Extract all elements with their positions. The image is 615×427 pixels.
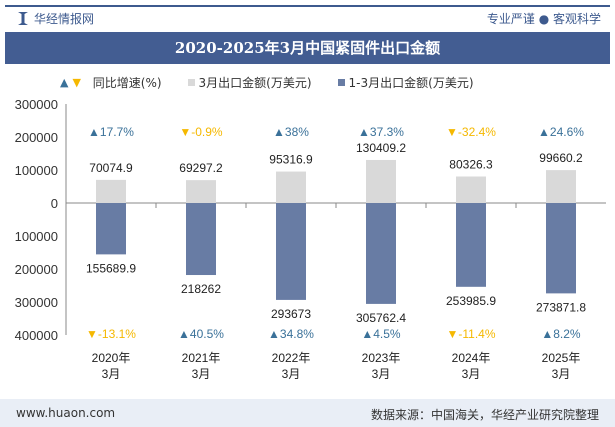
label-march: 70074.9 [89,161,133,175]
bar-q1 [366,203,396,304]
label-q1: 155689.9 [86,261,136,275]
top-rule [5,5,610,7]
x-tick-label: 3月 [102,367,121,381]
bar-q1 [546,203,576,294]
x-tick-label: 2022年 [272,351,311,365]
bar-march [456,176,486,203]
legend-q1-label: 1-3月出口金额(万美元) [348,76,474,90]
growth-label: ▲8.2% [541,327,581,341]
legend-q1-swatch [337,79,345,86]
bar-march [546,170,576,203]
down-triangle-icon: ▼ [72,76,81,89]
x-tick-label: 3月 [372,367,391,381]
footer-site: www.huaon.com [16,406,116,420]
label-q1: 305762.4 [356,311,406,325]
bar-q1 [96,203,126,255]
y-tick-label: 400000 [15,328,58,343]
y-tick-label: 100000 [15,229,58,244]
legend: ▲ ▼ 同比增速(%) 3月出口金额(万美元) 1-3月出口金额(万美元) [60,74,474,91]
label-march: 69297.2 [179,161,223,175]
slogan: 专业严谨 ● 客观科学 [486,12,601,26]
y-tick-label: 200000 [15,130,58,145]
label-march: 130409.2 [356,141,406,155]
legend-march-swatch [187,79,195,86]
chart-title: 2020-2025年3月中国紧固件出口金额 [5,32,610,64]
label-q1: 293673 [271,307,311,321]
brand: 华经情报网 [18,10,94,27]
growth-label: ▲37.3% [358,125,404,139]
label-q1: 273871.8 [536,300,586,314]
y-tick-label: 200000 [15,262,58,277]
x-tick-label: 3月 [282,367,301,381]
bar-q1 [456,203,486,287]
label-q1: 253985.9 [446,294,496,308]
label-march: 99660.2 [539,151,583,165]
x-tick-label: 3月 [192,367,211,381]
growth-label: ▲34.8% [268,327,314,341]
legend-growth-label: 同比增速(%) [92,76,162,90]
growth-label: ▼-13.1% [86,327,136,341]
y-tick-label: 0 [51,196,58,211]
up-triangle-icon: ▲ [60,76,69,89]
label-march: 80326.3 [449,157,493,171]
growth-label: ▲4.5% [361,327,401,341]
bar-q1 [276,203,306,300]
x-tick-label: 2021年 [182,351,221,365]
footer: www.huaon.com 数据来源：中国海关，华经产业研究院整理 [0,399,615,427]
brand-name: 华经情报网 [34,12,95,26]
brand-logo-icon [18,12,28,25]
growth-label: ▲40.5% [178,327,224,341]
bar-march [186,180,216,203]
x-tick-label: 2024年 [452,351,491,365]
legend-q1: 1-3月出口金额(万美元) [337,74,474,91]
bar-march [276,171,306,203]
y-tick-label: 100000 [15,163,58,178]
y-tick-label: 300000 [15,97,58,112]
bar-march [366,159,396,203]
legend-march-label: 3月出口金额(万美元) [198,76,312,90]
bar-q1 [186,203,216,276]
growth-label: ▲24.6% [538,125,584,139]
growth-label: ▼-0.9% [179,125,223,139]
label-march: 95316.9 [269,153,313,167]
growth-label: ▼-11.4% [446,327,495,341]
legend-march: 3月出口金额(万美元) [187,74,312,91]
growth-label: ▼-32.4% [446,125,496,139]
legend-growth: ▲ ▼ 同比增速(%) [60,74,162,91]
x-tick-label: 2023年 [362,351,401,365]
x-tick-label: 3月 [462,367,481,381]
x-tick-label: 2025年 [542,351,581,365]
x-tick-label: 2020年 [92,351,131,365]
growth-label: ▲38% [273,125,309,139]
bar-march [96,179,126,203]
x-tick-label: 3月 [552,367,571,381]
label-q1: 218262 [181,282,221,296]
footer-source: 数据来源：中国海关，华经产业研究院整理 [370,408,599,422]
y-tick-label: 300000 [15,295,58,310]
growth-label: ▲17.7% [88,125,134,139]
